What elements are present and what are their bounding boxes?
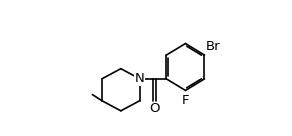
Text: O: O [150,102,160,115]
Text: N: N [135,72,145,85]
Text: Br: Br [206,40,220,53]
Text: F: F [182,94,189,107]
